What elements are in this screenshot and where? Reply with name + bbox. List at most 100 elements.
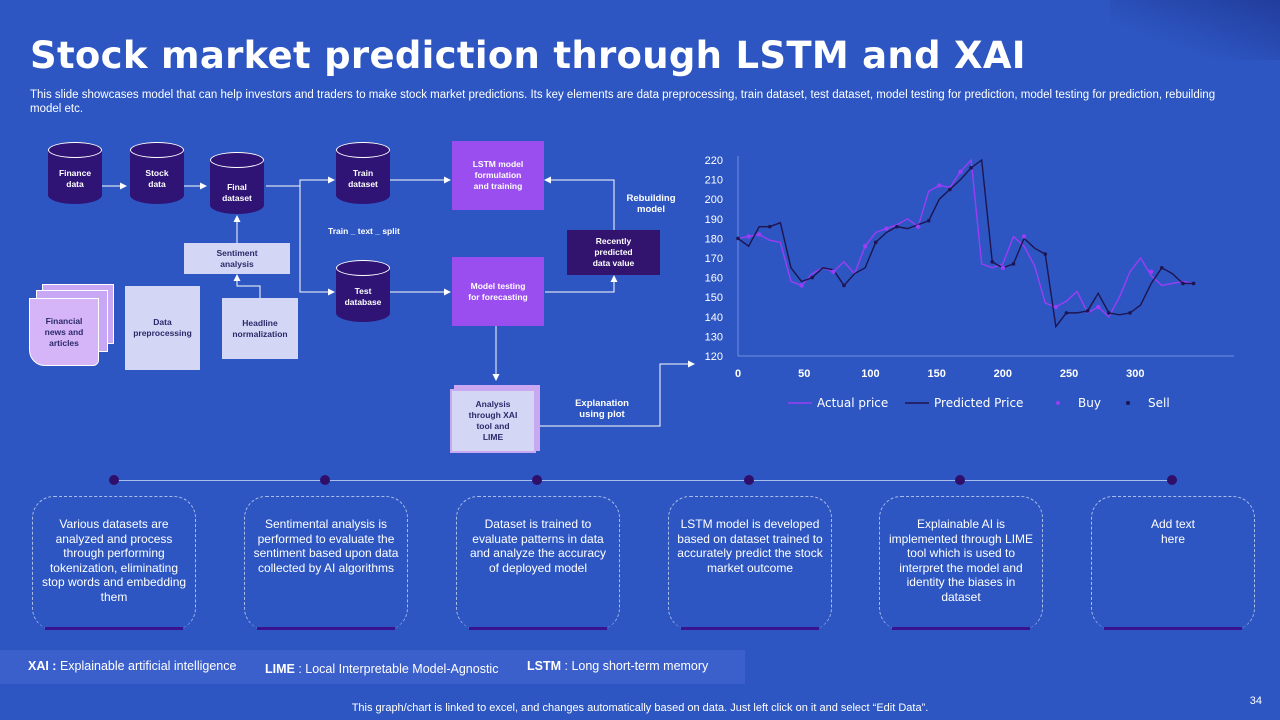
- sell-point: [810, 275, 814, 280]
- page-number: 34: [1249, 695, 1262, 707]
- sell-point: [1085, 309, 1090, 313]
- xai-definition: XAI : Explainable artificial intelligenc…: [28, 659, 236, 673]
- timeline-card-bar: [45, 627, 183, 630]
- timeline-card-text: Sentimental analysis is performed to eva…: [253, 517, 399, 575]
- model-testing-box: Model testing for forecasting: [452, 257, 544, 326]
- timeline-dot: [532, 475, 542, 485]
- lime-key: LIME: [265, 662, 295, 676]
- train-dataset-label: Train dataset: [348, 168, 378, 189]
- sell-point: [1181, 281, 1185, 286]
- arrow-final-train: [266, 176, 335, 187]
- lime-value: : Local Interpretable Model-Agnostic: [294, 662, 499, 676]
- price-chart: 120 130 140 150 160 170 180 190 200 210 220 0 50 100 1…: [705, 155, 1234, 410]
- arrow-final-test: [299, 186, 335, 296]
- sell-point: [1191, 281, 1196, 286]
- buy-point: [958, 169, 963, 174]
- legend-swatch: [1056, 401, 1060, 405]
- sentiment-analysis-label: Sentiment analysis: [216, 247, 258, 269]
- timeline-card-text: Explainable AI is implemented through LI…: [888, 517, 1034, 604]
- timeline-card: Add text here: [1091, 496, 1255, 630]
- flow-connectors: [102, 176, 695, 427]
- sell-point: [873, 240, 878, 245]
- chart-legend: Actual price Predicted Price Buy Sell: [788, 396, 1170, 410]
- y-tick-label: 180: [705, 233, 723, 245]
- buy-point: [884, 226, 889, 231]
- xai-key: XAI :: [28, 659, 57, 673]
- sell-point: [926, 218, 931, 223]
- x-tick-label: 250: [1060, 368, 1078, 380]
- y-tick-label: 140: [705, 312, 723, 324]
- y-tick-label: 160: [705, 273, 723, 285]
- timeline-dot: [320, 475, 330, 485]
- timeline-card-bar: [1104, 627, 1242, 630]
- legend-label: Actual price: [817, 396, 888, 410]
- legend-label: Buy: [1078, 396, 1101, 410]
- legend-swatch: [1126, 401, 1130, 405]
- timeline-card-bar: [681, 627, 819, 630]
- footer-note: This graph/chart is linked to excel, and…: [351, 702, 929, 714]
- abbreviation-bar: XAI : Explainable artificial intelligenc…: [0, 650, 745, 684]
- chart-series: [737, 158, 1194, 329]
- lstm-definition: LSTM : Long short-term memory: [527, 659, 708, 673]
- y-tick-label: 170: [705, 253, 723, 265]
- train-dataset-cylinder: Train dataset: [336, 142, 390, 204]
- timeline-dot: [1167, 475, 1177, 485]
- buy-point: [831, 269, 836, 274]
- y-tick-label: 200: [705, 194, 723, 206]
- x-tick-label: 100: [861, 368, 879, 380]
- timeline-card-bar: [892, 627, 1030, 630]
- slide-subtitle: This slide showcases model that can help…: [30, 89, 1216, 115]
- headline-normalization-box: Headline normalization: [222, 298, 298, 359]
- sell-point: [990, 260, 995, 264]
- x-tick-label: 300: [1126, 368, 1144, 380]
- sell-point: [1128, 311, 1132, 315]
- recently-predicted-box: Recently predicted data value: [567, 230, 660, 275]
- rebuilding-model-label: Rebuilding model: [626, 193, 676, 215]
- headline-normalization-label: Headline normalization: [232, 317, 288, 339]
- timeline-card-text: LSTM model is developed based on dataset…: [677, 517, 823, 575]
- slide-title: Stock market prediction through LSTM and…: [30, 34, 1026, 77]
- timeline-card: LSTM model is developed based on dataset…: [668, 496, 832, 630]
- sell-point: [969, 166, 973, 170]
- y-tick-label: 120: [705, 351, 723, 363]
- sell-point: [895, 224, 899, 229]
- sell-point: [736, 236, 740, 241]
- buy-point: [915, 224, 921, 229]
- explanation-plot-label: Explanation using plot: [575, 398, 629, 420]
- lstm-key: LSTM: [527, 659, 562, 673]
- x-tick-label: 150: [927, 368, 945, 380]
- sell-point: [1064, 311, 1069, 315]
- sell-point: [1043, 252, 1048, 256]
- buy-point: [756, 232, 762, 237]
- sell-point: [1159, 266, 1164, 270]
- financial-news-label: Financial news and articles: [44, 315, 84, 348]
- arrow-headline-sentiment: [233, 274, 261, 298]
- sell-point: [1107, 311, 1111, 315]
- buy-point: [1148, 269, 1154, 274]
- timeline-dot: [109, 475, 119, 485]
- finance-data-label: Finance data: [58, 168, 92, 189]
- analysis-xai-box: Analysis through XAI tool and LIME: [450, 389, 536, 453]
- sell-point: [767, 224, 772, 229]
- buy-point: [1021, 234, 1027, 239]
- arrow-explanation: [540, 360, 695, 427]
- test-database-cylinder: Test database: [336, 260, 390, 322]
- analysis-xai-label: Analysis through XAI tool and LIME: [468, 399, 518, 442]
- chart-markers: [736, 166, 1196, 315]
- finance-data-cylinder: Finance data: [48, 142, 102, 204]
- y-tick-label: 190: [705, 214, 723, 226]
- test-database-label: Test database: [344, 286, 382, 307]
- recently-predicted-label: Recently predicted data value: [592, 236, 635, 268]
- timeline-card: Various datasets are analyzed and proces…: [32, 496, 196, 630]
- buy-point: [1096, 304, 1101, 310]
- buy-point: [1000, 265, 1006, 270]
- timeline-card: Explainable AI is implemented through LI…: [879, 496, 1043, 630]
- arrow-rebuild: [544, 176, 615, 230]
- timeline-dot: [744, 475, 754, 485]
- timeline-card-text: Various datasets are analyzed and proces…: [41, 517, 187, 604]
- timeline-line: [114, 480, 1174, 481]
- series-line-actual-price: [737, 158, 1194, 318]
- corner-shade: [1110, 0, 1280, 60]
- model-testing-label: Model testing for forecasting: [468, 280, 528, 302]
- xai-value: Explainable artificial intelligence: [56, 659, 237, 673]
